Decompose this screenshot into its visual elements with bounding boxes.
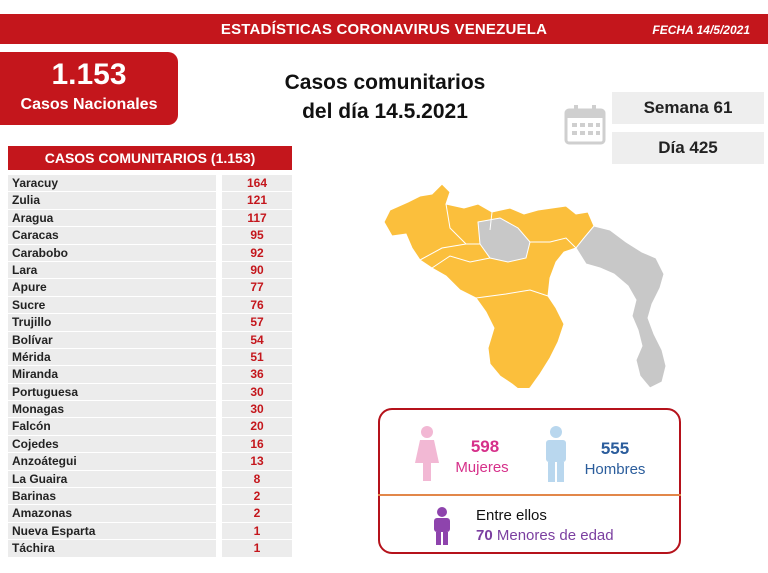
- table-row: Nueva Esparta 1: [8, 522, 292, 541]
- table-row: Cojedes 16: [8, 435, 292, 454]
- headline-line1: Casos comunitarios: [284, 71, 486, 94]
- calendar-icon: [564, 105, 606, 145]
- table-row: Caracas 95: [8, 227, 292, 245]
- man-icon: [546, 426, 566, 482]
- table-row: Carabobo 92: [8, 244, 292, 262]
- state-cases: 90: [222, 261, 292, 280]
- table-row: Mérida 51: [8, 348, 292, 367]
- state-cases: 121: [222, 192, 292, 210]
- state-name: Caracas: [8, 227, 216, 245]
- state-cases: 164: [222, 175, 292, 193]
- national-cases-box: 1.153 Casos Nacionales: [0, 52, 178, 125]
- state-name: Bolívar: [8, 331, 216, 349]
- table-row: Apure 77: [8, 279, 292, 297]
- gender-summary-box: [378, 408, 681, 554]
- state-name: Barinas: [8, 488, 216, 506]
- state-cases: 2: [222, 488, 292, 506]
- state-cases: 1: [222, 540, 292, 558]
- table-row: Portuguesa 30: [8, 383, 292, 402]
- table-row: Zulia 121: [8, 192, 292, 210]
- state-name: Mérida: [8, 348, 216, 367]
- state-name: Miranda: [8, 366, 216, 384]
- map-state-borders: [419, 203, 577, 299]
- state-name: Apure: [8, 279, 216, 297]
- table-row: Lara 90: [8, 261, 292, 280]
- table-row: Monagas 30: [8, 401, 292, 419]
- table-row: Yaracuy 164: [8, 175, 292, 193]
- national-cases-label: Casos Nacionales: [20, 96, 158, 113]
- state-cases: 77: [222, 279, 292, 297]
- table-row: Falcón 20: [8, 418, 292, 436]
- state-cases: 76: [222, 296, 292, 315]
- state-cases: 117: [222, 209, 292, 228]
- cases-table: Yaracuy 164 Zulia 121 Aragua 117 Caracas 95 Cara…: [8, 175, 292, 558]
- state-cases: 1: [222, 522, 292, 541]
- headline-line2: del día 14.5.2021: [302, 100, 468, 123]
- state-cases: 36: [222, 366, 292, 384]
- state-cases: 20: [222, 418, 292, 436]
- page-headline: Casos comunitarios del día 14.5.2021: [250, 68, 520, 126]
- state-cases: 8: [222, 470, 292, 489]
- table-title: CASOS COMUNITARIOS (1.153): [8, 146, 292, 170]
- minors-label: Menores de edad: [496, 527, 614, 544]
- minors-line: 70 Menores de edad: [476, 527, 614, 544]
- state-name: Falcón: [8, 418, 216, 436]
- state-name: Sucre: [8, 296, 216, 315]
- state-cases: 54: [222, 331, 292, 349]
- table-row: Miranda 36: [8, 366, 292, 384]
- minors-count: 70: [476, 527, 493, 544]
- gender-divider: [378, 494, 681, 496]
- child-icon: [434, 507, 450, 545]
- state-name: Carabobo: [8, 244, 216, 262]
- women-label: Mujeres: [455, 459, 509, 476]
- state-cases: 51: [222, 348, 292, 367]
- table-row: Barinas 2: [8, 488, 292, 506]
- state-name: Portuguesa: [8, 383, 216, 402]
- table-row: Anzoátegui 13: [8, 453, 292, 471]
- state-name: Zulia: [8, 192, 216, 210]
- header-date: FECHA 14/5/2021: [652, 23, 750, 37]
- week-box: Semana 61: [612, 92, 764, 124]
- table-row: Aragua 117: [8, 209, 292, 228]
- state-cases: 30: [222, 401, 292, 419]
- woman-icon: [415, 426, 439, 481]
- state-cases: 30: [222, 383, 292, 402]
- map-unaffected-region: [575, 225, 667, 388]
- state-cases: 16: [222, 435, 292, 454]
- state-name: Táchira: [8, 540, 216, 558]
- state-name: Monagas: [8, 401, 216, 419]
- state-cases: 13: [222, 453, 292, 471]
- table-row: Trujillo 57: [8, 314, 292, 332]
- state-name: Aragua: [8, 209, 216, 228]
- state-name: Anzoátegui: [8, 453, 216, 471]
- venezuela-map: [383, 183, 667, 388]
- table-row: Táchira 1: [8, 540, 292, 558]
- table-row: Bolívar 54: [8, 331, 292, 349]
- state-name: La Guaira: [8, 470, 216, 489]
- table-row: La Guaira 8: [8, 470, 292, 489]
- men-count: 555: [600, 439, 630, 458]
- map-unaffected-north: [477, 217, 531, 263]
- state-name: Nueva Esparta: [8, 522, 216, 541]
- state-name: Amazonas: [8, 505, 216, 523]
- state-cases: 95: [222, 227, 292, 245]
- men-label: Hombres: [584, 461, 646, 478]
- table-row: Amazonas 2: [8, 505, 292, 523]
- day-box: Día 425: [612, 132, 764, 164]
- state-name: Yaracuy: [8, 175, 216, 193]
- women-count: 598: [470, 437, 500, 456]
- state-cases: 57: [222, 314, 292, 332]
- state-name: Trujillo: [8, 314, 216, 332]
- header-title: ESTADÍSTICAS CORONAVIRUS VENEZUELA: [220, 21, 548, 38]
- state-cases: 92: [222, 244, 292, 262]
- state-name: Lara: [8, 261, 216, 280]
- state-cases: 2: [222, 505, 292, 523]
- national-cases-number: 1.153: [51, 58, 127, 91]
- state-name: Cojedes: [8, 435, 216, 454]
- map-affected-region: [383, 183, 595, 388]
- among-label: Entre ellos: [476, 507, 547, 524]
- header-bar: ESTADÍSTICAS CORONAVIRUS VENEZUELA FECHA…: [0, 14, 768, 44]
- table-row: Sucre 76: [8, 296, 292, 315]
